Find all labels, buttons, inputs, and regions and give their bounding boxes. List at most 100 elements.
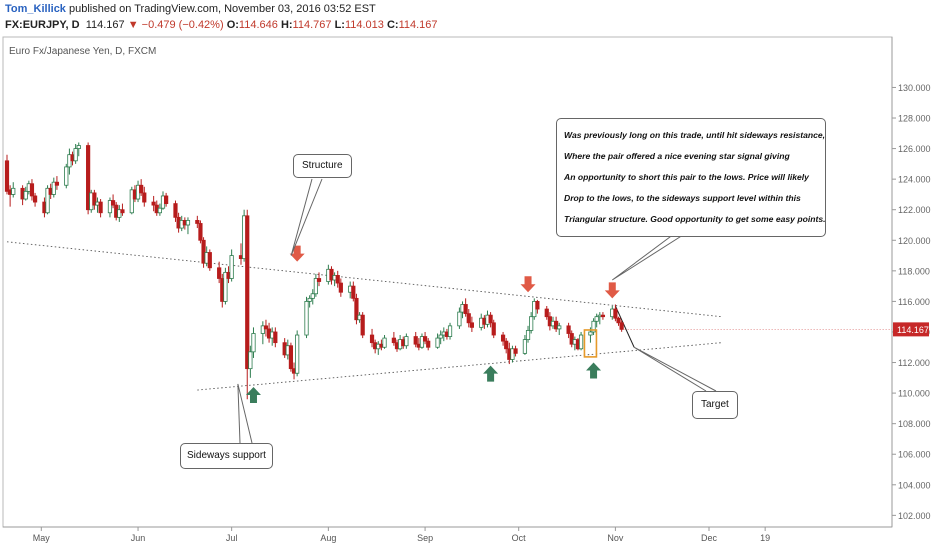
candle-up xyxy=(129,189,134,214)
candle-up xyxy=(107,200,113,214)
candle-down xyxy=(369,334,375,344)
candle-down xyxy=(335,275,340,284)
low-label: L: xyxy=(334,19,345,31)
candle-down xyxy=(217,267,222,279)
structure-callout: Structure xyxy=(293,154,352,178)
author-link[interactable]: Tom_Killick xyxy=(5,3,66,15)
candle-down xyxy=(619,322,624,330)
projection-line xyxy=(614,305,635,348)
candle-down xyxy=(600,314,606,318)
symbol-line: FX:EURJPY, D 114.167 ▼ −0.479 (−0.42%) O… xyxy=(5,18,438,32)
candle-down xyxy=(92,192,97,206)
candle-down xyxy=(198,223,203,241)
candle-up xyxy=(578,334,584,350)
candle-up xyxy=(510,348,515,360)
time-tick-label: Jul xyxy=(226,533,238,543)
candle-up xyxy=(229,255,234,279)
candle-up xyxy=(260,325,265,334)
candle-down xyxy=(554,320,559,330)
candle-down xyxy=(86,145,91,211)
candle-down xyxy=(535,301,540,310)
support-pointer xyxy=(237,383,253,444)
candle-down xyxy=(491,322,496,336)
note-line: An opportunity to short this pair to the… xyxy=(564,172,809,182)
candle-down xyxy=(142,192,147,203)
down-triangle-icon: ▼ xyxy=(127,19,139,31)
candle-down xyxy=(463,304,468,315)
candle-up xyxy=(251,333,256,353)
candle-down xyxy=(338,282,343,293)
candle-up xyxy=(525,330,531,341)
candle-up xyxy=(404,336,409,347)
candle-up xyxy=(438,334,443,339)
candle-down xyxy=(273,331,278,344)
trend-lines xyxy=(6,241,722,391)
price-label-bg xyxy=(893,322,929,337)
time-axis[interactable]: May Jun Jul Aug Sep Oct Nov Dec 19 xyxy=(3,526,892,543)
candle-up xyxy=(457,311,462,327)
candle-down xyxy=(164,195,169,204)
candle-up xyxy=(76,145,81,149)
down-arrow-icon xyxy=(289,245,305,262)
candle-up xyxy=(307,297,312,302)
open-value: 114.646 xyxy=(238,19,278,31)
structure-pointer xyxy=(290,178,323,256)
price-tick-label: 122.000 xyxy=(898,205,931,215)
candle-up xyxy=(591,320,596,333)
candle-down xyxy=(500,334,506,342)
analysis-note: Was previously long on this trade, until… xyxy=(556,118,826,237)
candle-up xyxy=(51,181,56,195)
price-tick-label: 108.000 xyxy=(898,419,931,429)
candle-down xyxy=(351,285,356,299)
candle-up xyxy=(11,187,16,195)
candle-down xyxy=(513,348,518,354)
price-tick-label: 110.000 xyxy=(898,389,930,399)
candle-down xyxy=(173,203,178,218)
price-tick-label: 112.000 xyxy=(898,358,930,368)
target-callout: Target xyxy=(692,391,738,419)
candle-down xyxy=(207,252,212,269)
price-axis[interactable]: 130.000 128.000 126.000 124.000 122.000 120.0… xyxy=(624,37,931,527)
candle-down xyxy=(613,308,618,319)
candle-down xyxy=(354,297,359,321)
candle-down xyxy=(504,340,509,350)
candle-up xyxy=(594,316,599,322)
candle-down xyxy=(195,220,200,224)
symbol-name[interactable]: FX:EURJPY, D xyxy=(5,19,80,31)
candle-down xyxy=(98,201,103,214)
candle-down xyxy=(360,314,365,336)
candle-down xyxy=(4,160,10,192)
time-tick-label: Nov xyxy=(607,533,624,543)
price-tick-label: 124.000 xyxy=(898,175,931,185)
candle-up xyxy=(117,209,122,218)
note-line: Triangular structure. Good opportunity t… xyxy=(564,214,826,224)
candle-down xyxy=(391,337,396,344)
candle-down xyxy=(245,215,250,370)
candle-up xyxy=(435,337,440,348)
price-tick-label: 128.000 xyxy=(898,114,931,124)
up-arrow-icon xyxy=(586,362,602,379)
candle-up xyxy=(310,293,315,299)
candle-up xyxy=(45,187,50,214)
candle-down xyxy=(566,325,571,334)
price-tick-label: 120.000 xyxy=(898,236,931,246)
high-value: 114.767 xyxy=(292,19,332,31)
publish-line: Tom_Killick published on TradingView.com… xyxy=(5,2,376,16)
price-tick-label: 104.000 xyxy=(898,480,931,490)
price-tick-label: 126.000 xyxy=(898,144,931,154)
candle-up xyxy=(382,337,387,348)
candle-up xyxy=(248,351,253,370)
candle-up xyxy=(185,220,191,226)
note-line: Drop to the lows, to the sideways suppor… xyxy=(564,193,801,203)
note-line: Where the pair offered a nice evening st… xyxy=(564,151,790,161)
chart-title: Euro Fx/Japanese Yen, D, FXCM xyxy=(9,46,156,57)
candles xyxy=(4,142,624,400)
candle-down xyxy=(469,322,474,328)
callout-pointers xyxy=(237,178,717,444)
down-arrow-icon xyxy=(520,276,536,293)
note-pointer xyxy=(611,227,695,281)
candle-down xyxy=(422,336,428,342)
low-value: 114.013 xyxy=(344,19,384,31)
candle-up xyxy=(23,190,28,200)
